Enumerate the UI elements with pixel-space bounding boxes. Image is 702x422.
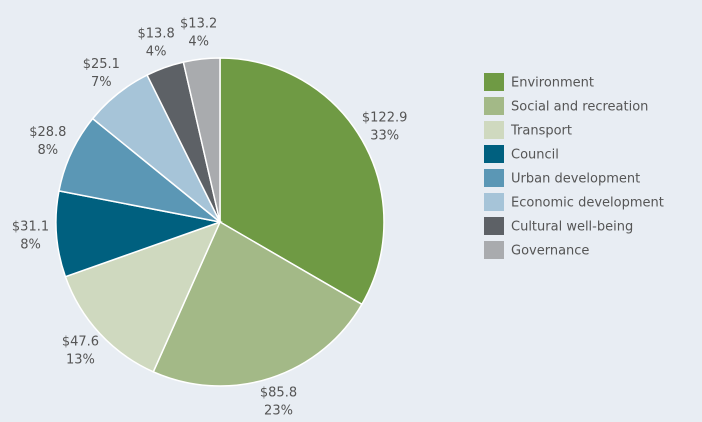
percent-label: 4% bbox=[188, 35, 209, 50]
pie-slice bbox=[64, 220, 222, 373]
legend-swatch bbox=[484, 169, 504, 187]
legend-swatch bbox=[484, 217, 504, 235]
legend-swatch bbox=[484, 193, 504, 211]
percent-label: 33% bbox=[370, 129, 399, 144]
legend-swatch bbox=[484, 241, 504, 259]
value-label: $47.6 bbox=[62, 334, 99, 349]
pie-slice bbox=[152, 220, 363, 387]
pie-slice bbox=[55, 190, 223, 278]
value-label: $25.1 bbox=[83, 57, 120, 72]
legend-label: Transport bbox=[510, 124, 572, 139]
value-label: $28.8 bbox=[29, 125, 66, 140]
value-label: $13.2 bbox=[180, 17, 217, 32]
legend-label: Social and recreation bbox=[511, 100, 648, 115]
percent-label: 8% bbox=[20, 238, 41, 253]
legend-swatch bbox=[484, 145, 504, 163]
legend-label: Council bbox=[511, 148, 559, 163]
value-label: $13.8 bbox=[138, 27, 175, 42]
percent-label: 13% bbox=[66, 352, 95, 367]
percent-label: 8% bbox=[37, 143, 58, 158]
legend-label: Governance bbox=[511, 244, 589, 259]
pie-slice bbox=[219, 57, 385, 306]
legend-label: Environment bbox=[511, 76, 594, 91]
legend-swatch bbox=[484, 121, 504, 139]
legend-label: Urban development bbox=[511, 172, 640, 187]
percent-label: 7% bbox=[91, 75, 112, 90]
pie-slice bbox=[182, 57, 221, 223]
percent-label: 4% bbox=[146, 45, 167, 60]
percent-label: 23% bbox=[264, 404, 293, 419]
legend-label: Economic development bbox=[511, 196, 664, 211]
legend-swatch bbox=[484, 97, 504, 115]
value-label: $31.1 bbox=[12, 220, 49, 235]
value-label: $85.8 bbox=[260, 386, 297, 401]
legend-label: Cultural well-being bbox=[511, 220, 633, 235]
value-label: $122.9 bbox=[362, 111, 408, 126]
legend-swatch bbox=[484, 73, 504, 91]
